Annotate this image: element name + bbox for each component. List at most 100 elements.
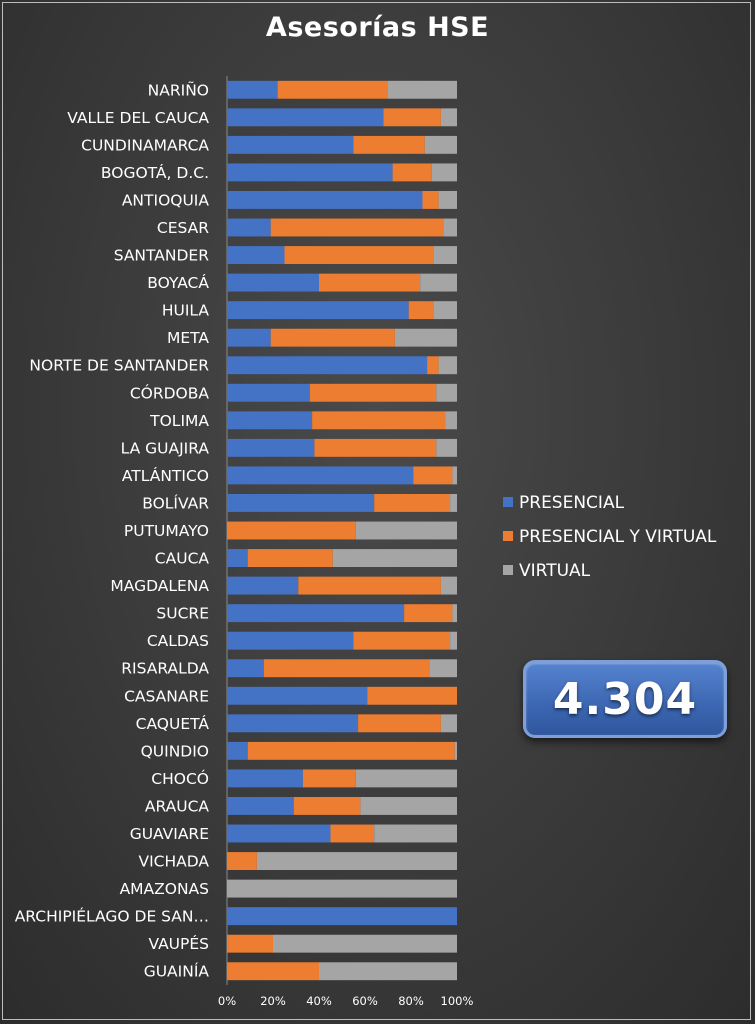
bar-virtual: [227, 879, 457, 898]
category-label: CASANARE: [124, 687, 209, 705]
bar-presencial-virtual: [367, 686, 457, 705]
x-tick-label: 100%: [441, 994, 474, 1008]
bar-virtual: [394, 328, 457, 347]
x-tick-label: 60%: [352, 994, 378, 1008]
bar-presencial-virtual: [422, 191, 439, 209]
bars-group: [227, 80, 457, 981]
category-label: ARAUCA: [145, 797, 210, 815]
bar-presencial-virtual: [319, 273, 421, 292]
bar-presencial-virtual: [293, 797, 361, 815]
category-label: QUINDIO: [141, 742, 209, 760]
bar-presencial: [227, 741, 248, 760]
bar-presencial-virtual: [227, 962, 319, 981]
bar-presencial: [227, 824, 331, 843]
bar-presencial-virtual: [413, 466, 453, 485]
bar-virtual: [440, 576, 457, 595]
bar-virtual: [374, 824, 457, 843]
bar-virtual: [431, 163, 457, 182]
category-label: AMAZONAS: [120, 880, 209, 898]
bar-virtual: [273, 934, 457, 953]
category-label: MAGDALENA: [110, 577, 209, 595]
category-label: ARCHIPIÉLAGO DE SAN…: [15, 907, 209, 926]
bar-presencial: [227, 576, 299, 595]
category-label: GUAINÍA: [144, 962, 210, 981]
category-labels: NARIÑO VALLE DEL CAUCA CUNDINAMARCA BOGOTÁ,…: [15, 80, 210, 980]
bar-presencial-virtual: [227, 852, 257, 870]
category-label: CÓRDOBA: [130, 383, 210, 402]
bar-presencial-virtual: [408, 301, 434, 320]
bar-presencial: [227, 769, 303, 788]
bar-presencial-virtual: [358, 714, 441, 733]
category-label: VAUPÉS: [148, 934, 209, 953]
bar-presencial: [227, 108, 384, 127]
bar-presencial-virtual: [309, 383, 437, 402]
category-label: CHOCÓ: [151, 769, 209, 788]
category-label: LA GUAJIRA: [121, 439, 210, 457]
bar-virtual: [332, 549, 457, 567]
bar-presencial: [227, 686, 368, 705]
bar-virtual: [440, 108, 457, 127]
bar-virtual: [388, 80, 457, 99]
category-label: TOLIMA: [149, 412, 209, 430]
x-tick-label: 80%: [398, 994, 424, 1008]
bar-virtual: [440, 714, 457, 733]
legend-label: VIRTUAL: [519, 561, 591, 581]
bar-presencial-virtual: [312, 411, 446, 430]
bar-virtual: [454, 741, 457, 760]
bar-presencial-virtual: [277, 80, 388, 99]
bar-presencial-virtual: [247, 741, 455, 760]
bar-virtual: [436, 383, 457, 402]
bar-presencial: [227, 466, 414, 485]
legend-swatch: [503, 497, 513, 507]
category-label: RISARALDA: [121, 660, 209, 678]
bar-presencial-virtual: [314, 438, 437, 457]
bar-presencial: [227, 659, 264, 678]
category-label: PUTUMAYO: [124, 522, 209, 540]
bar-presencial: [227, 631, 354, 650]
x-tick-label: 40%: [306, 994, 332, 1008]
category-label: CALDAS: [147, 632, 209, 650]
bar-presencial-virtual: [247, 549, 333, 567]
bar-virtual: [360, 797, 457, 815]
bar-presencial: [227, 328, 271, 347]
legend-swatch: [503, 531, 513, 541]
bar-virtual: [434, 246, 457, 264]
bar-virtual: [256, 852, 457, 870]
bar-presencial: [227, 494, 375, 512]
bar-virtual: [452, 604, 457, 623]
legend-swatch: [503, 565, 513, 575]
bar-virtual: [445, 411, 457, 430]
bar-virtual: [450, 631, 457, 650]
bar-virtual: [452, 466, 457, 485]
bar-presencial-virtual: [270, 328, 395, 347]
bar-presencial-virtual: [353, 631, 451, 650]
bar-virtual: [450, 494, 457, 512]
bar-presencial-virtual: [404, 604, 453, 623]
category-label: SANTANDER: [114, 247, 210, 265]
bar-presencial-virtual: [374, 494, 451, 512]
total-kpi-value: 4.304: [552, 673, 698, 725]
bar-presencial-virtual: [302, 769, 356, 788]
category-label: HUILA: [162, 302, 210, 320]
bar-virtual: [319, 962, 457, 981]
x-tick-label: 20%: [260, 994, 286, 1008]
bar-presencial: [227, 907, 457, 926]
bar-presencial: [227, 191, 423, 209]
bar-presencial-virtual: [353, 135, 425, 154]
bar-virtual: [438, 191, 457, 209]
bar-presencial-virtual: [383, 108, 441, 127]
chart-title: Asesorías HSE: [265, 12, 490, 43]
bar-presencial: [227, 163, 393, 182]
category-label: VICHADA: [138, 853, 209, 871]
bar-presencial: [227, 80, 278, 99]
bar-presencial-virtual: [263, 659, 430, 678]
bar-presencial: [227, 273, 319, 292]
category-label: BOYACÁ: [147, 273, 209, 292]
bar-presencial-virtual: [227, 521, 356, 540]
category-label: BOLÍVAR: [142, 493, 209, 512]
bar-virtual: [355, 521, 457, 540]
bar-virtual: [434, 301, 457, 320]
bar-presencial-virtual: [227, 934, 273, 953]
bar-presencial-virtual: [270, 218, 444, 237]
